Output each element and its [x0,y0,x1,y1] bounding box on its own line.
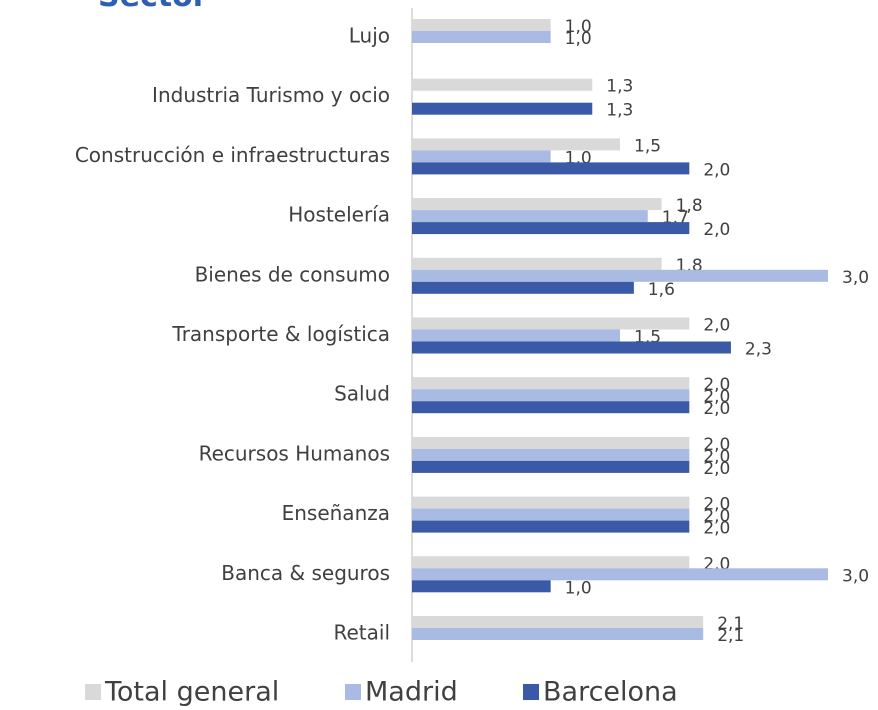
bar [412,401,690,414]
bar [412,162,690,175]
bar [412,460,690,473]
legend-swatch [523,684,539,700]
value-label: 1,0 [565,29,592,49]
bar [412,580,551,593]
category-label: Enseñanza [282,501,390,525]
value-label: 2,0 [703,459,730,479]
category-label: Banca & seguros [221,561,390,585]
category-label: Bienes de consumo [195,262,390,286]
value-label: 2,0 [703,160,730,180]
value-label: 3,0 [842,268,869,288]
category-label: Lujo [349,24,390,48]
category-label: Retail [333,621,390,645]
bar [412,329,620,342]
bar [412,198,662,211]
bar [412,317,690,330]
bar [412,31,551,43]
category-label: Transporte & logística [171,322,390,346]
bar [412,436,690,449]
bar [412,377,690,390]
value-label: 1,0 [565,17,592,37]
bar [412,150,551,163]
bar [412,19,551,31]
value-label: 1,6 [648,280,675,300]
bar [412,448,690,461]
value-label: 1,3 [606,101,633,121]
bar [412,568,828,581]
value-label: 2,3 [745,340,772,360]
category-label: Salud [334,382,390,406]
value-label: 2,1 [717,626,744,646]
legend-label: Total general [104,677,279,708]
bar [412,341,731,354]
bar [412,78,593,91]
category-label: Construcción e infraestructuras [75,143,390,167]
bar [412,616,704,628]
value-label: 2,1 [717,614,744,634]
bar [412,556,690,569]
value-label: 2,0 [703,399,730,419]
bar [412,269,828,282]
bar [412,389,690,402]
value-label: 3,0 [842,566,869,586]
value-label: 2,0 [703,316,730,336]
legend-label: Madrid [365,677,458,708]
value-label: 2,0 [703,519,730,539]
bar [412,508,690,521]
chart-title: Sector [98,0,208,14]
value-label: 1,0 [565,578,592,598]
value-label: 1,3 [606,77,633,97]
value-label: 2,0 [703,375,730,395]
value-label: 2,0 [703,507,730,527]
legend-swatch [345,684,361,700]
bar [412,628,704,640]
value-label: 2,0 [703,387,730,407]
bar [412,281,634,294]
bar [412,520,690,533]
value-label: 1,8 [676,196,703,216]
value-label: 2,0 [703,495,730,515]
value-label: 2,0 [703,220,730,240]
category-label: Industria Turismo y ocio [152,83,390,107]
legend-label: Barcelona [543,677,678,708]
value-label: 1,5 [634,136,661,156]
bar [412,210,648,223]
bar [412,102,593,115]
bar [412,222,690,235]
bar [412,496,690,509]
value-label: 2,0 [703,435,730,455]
category-label: Recursos Humanos [199,441,390,465]
bar [412,257,662,270]
category-label: Hostelería [288,203,390,227]
legend-swatch [85,684,101,700]
value-label: 2,0 [703,447,730,467]
bar [412,138,620,151]
